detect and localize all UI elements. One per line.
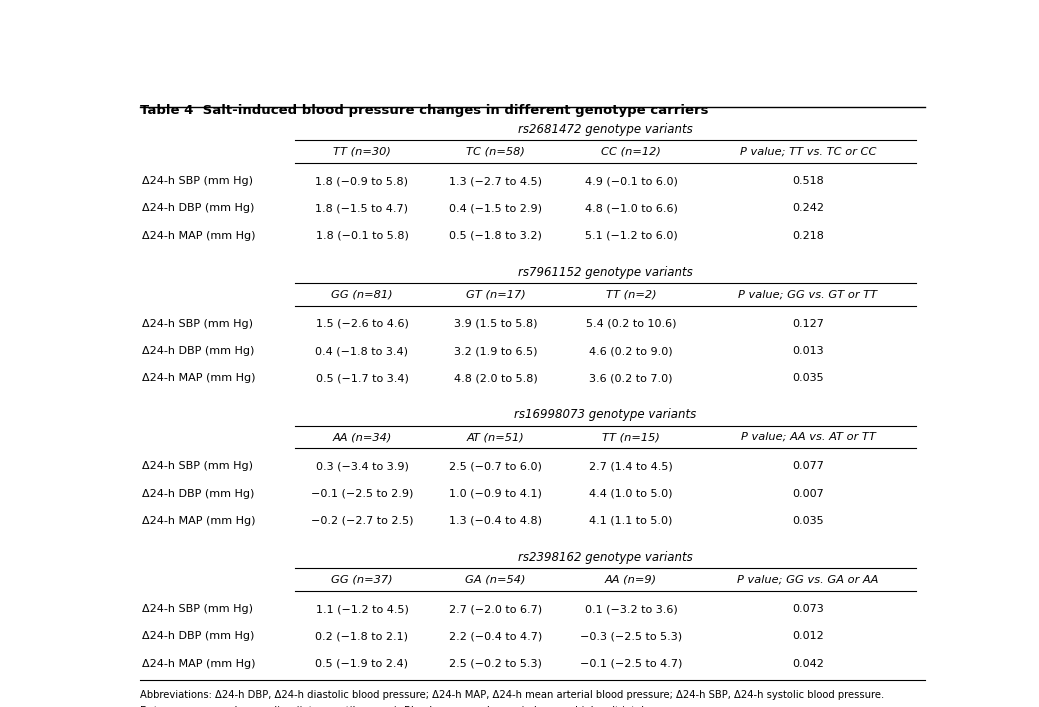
Text: rs16998073 genotype variants: rs16998073 genotype variants: [514, 408, 697, 421]
Text: P value; GG vs. GA or AA: P value; GG vs. GA or AA: [738, 575, 879, 585]
Text: Δ24-h MAP (mm Hg): Δ24-h MAP (mm Hg): [142, 658, 256, 669]
Text: Δ24-h SBP (mm Hg): Δ24-h SBP (mm Hg): [142, 462, 252, 472]
Text: TC (n=58): TC (n=58): [467, 147, 525, 157]
Text: Table 4  Salt-induced blood pressure changes in different genotype carriers: Table 4 Salt-induced blood pressure chan…: [139, 104, 708, 117]
Text: 1.0 (−0.9 to 4.1): 1.0 (−0.9 to 4.1): [449, 489, 542, 498]
Text: GT (n=17): GT (n=17): [465, 289, 526, 300]
Text: P value; AA vs. AT or TT: P value; AA vs. AT or TT: [741, 432, 876, 442]
Text: 0.4 (−1.5 to 2.9): 0.4 (−1.5 to 2.9): [449, 204, 542, 214]
Text: 3.9 (1.5 to 5.8): 3.9 (1.5 to 5.8): [454, 319, 537, 329]
Text: 0.242: 0.242: [792, 204, 824, 214]
Text: rs2398162 genotype variants: rs2398162 genotype variants: [518, 551, 693, 564]
Text: TT (n=15): TT (n=15): [603, 432, 660, 442]
Text: 1.3 (−2.7 to 4.5): 1.3 (−2.7 to 4.5): [449, 176, 542, 186]
Text: TT (n=2): TT (n=2): [606, 289, 657, 300]
Text: AA (n=34): AA (n=34): [332, 432, 392, 442]
Text: 4.4 (1.0 to 5.0): 4.4 (1.0 to 5.0): [589, 489, 673, 498]
Text: 0.1 (−3.2 to 3.6): 0.1 (−3.2 to 3.6): [585, 604, 677, 614]
Text: 2.5 (−0.7 to 6.0): 2.5 (−0.7 to 6.0): [449, 462, 542, 472]
Text: AT (n=51): AT (n=51): [467, 432, 525, 442]
Text: 1.3 (−0.4 to 4.8): 1.3 (−0.4 to 4.8): [449, 516, 542, 526]
Text: Δ24-h DBP (mm Hg): Δ24-h DBP (mm Hg): [142, 631, 255, 641]
Text: 0.518: 0.518: [792, 176, 824, 186]
Text: 4.8 (2.0 to 5.8): 4.8 (2.0 to 5.8): [454, 373, 537, 383]
Text: rs2681472 genotype variants: rs2681472 genotype variants: [518, 123, 693, 136]
Text: GA (n=54): GA (n=54): [465, 575, 526, 585]
Text: Δ24-h MAP (mm Hg): Δ24-h MAP (mm Hg): [142, 373, 256, 383]
Text: rs7961152 genotype variants: rs7961152 genotype variants: [518, 266, 693, 279]
Text: 0.042: 0.042: [792, 658, 824, 669]
Text: −0.3 (−2.5 to 5.3): −0.3 (−2.5 to 5.3): [580, 631, 683, 641]
Text: 0.3 (−3.4 to 3.9): 0.3 (−3.4 to 3.9): [316, 462, 408, 472]
Text: 0.077: 0.077: [792, 462, 824, 472]
Text: 0.4 (−1.8 to 3.4): 0.4 (−1.8 to 3.4): [316, 346, 408, 356]
Text: 4.6 (0.2 to 9.0): 4.6 (0.2 to 9.0): [589, 346, 673, 356]
Text: Δ24-h SBP (mm Hg): Δ24-h SBP (mm Hg): [142, 604, 252, 614]
Text: 0.218: 0.218: [792, 230, 824, 240]
Text: 1.8 (−1.5 to 4.7): 1.8 (−1.5 to 4.7): [316, 204, 408, 214]
Text: P value; TT vs. TC or CC: P value; TT vs. TC or CC: [740, 147, 876, 157]
Text: 0.007: 0.007: [792, 489, 824, 498]
Text: 0.012: 0.012: [792, 631, 824, 641]
Text: 4.9 (−0.1 to 6.0): 4.9 (−0.1 to 6.0): [585, 176, 677, 186]
Text: 3.2 (1.9 to 6.5): 3.2 (1.9 to 6.5): [454, 346, 537, 356]
Text: Abbreviations: Δ24-h DBP, Δ24-h diastolic blood pressure; Δ24-h MAP, Δ24-h mean : Abbreviations: Δ24-h DBP, Δ24-h diastoli…: [139, 689, 884, 700]
Text: Δ24-h SBP (mm Hg): Δ24-h SBP (mm Hg): [142, 176, 252, 186]
Text: Data are expressed as median (interquartile range). Blood pressure change in low: Data are expressed as median (interquart…: [139, 706, 656, 707]
Text: 0.127: 0.127: [792, 319, 824, 329]
Text: 1.8 (−0.1 to 5.8): 1.8 (−0.1 to 5.8): [316, 230, 408, 240]
Text: Δ24-h DBP (mm Hg): Δ24-h DBP (mm Hg): [142, 204, 255, 214]
Text: 1.5 (−2.6 to 4.6): 1.5 (−2.6 to 4.6): [316, 319, 408, 329]
Text: 0.5 (−1.9 to 2.4): 0.5 (−1.9 to 2.4): [316, 658, 408, 669]
Text: 1.1 (−1.2 to 4.5): 1.1 (−1.2 to 4.5): [316, 604, 408, 614]
Text: 0.035: 0.035: [792, 516, 824, 526]
Text: 5.4 (0.2 to 10.6): 5.4 (0.2 to 10.6): [586, 319, 676, 329]
Text: −0.2 (−2.7 to 2.5): −0.2 (−2.7 to 2.5): [311, 516, 414, 526]
Text: Δ24-h MAP (mm Hg): Δ24-h MAP (mm Hg): [142, 516, 256, 526]
Text: CC (n=12): CC (n=12): [602, 147, 661, 157]
Text: 0.073: 0.073: [792, 604, 824, 614]
Text: 2.5 (−0.2 to 5.3): 2.5 (−0.2 to 5.3): [449, 658, 542, 669]
Text: 4.1 (1.1 to 5.0): 4.1 (1.1 to 5.0): [589, 516, 673, 526]
Text: 2.7 (1.4 to 4.5): 2.7 (1.4 to 4.5): [589, 462, 673, 472]
Text: P value; GG vs. GT or TT: P value; GG vs. GT or TT: [739, 289, 878, 300]
Text: 0.035: 0.035: [792, 373, 824, 383]
Text: Δ24-h DBP (mm Hg): Δ24-h DBP (mm Hg): [142, 489, 255, 498]
Text: −0.1 (−2.5 to 2.9): −0.1 (−2.5 to 2.9): [311, 489, 414, 498]
Text: 3.6 (0.2 to 7.0): 3.6 (0.2 to 7.0): [589, 373, 673, 383]
Text: 2.7 (−2.0 to 6.7): 2.7 (−2.0 to 6.7): [449, 604, 542, 614]
Text: 0.5 (−1.8 to 3.2): 0.5 (−1.8 to 3.2): [449, 230, 542, 240]
Text: GG (n=37): GG (n=37): [331, 575, 393, 585]
Text: −0.1 (−2.5 to 4.7): −0.1 (−2.5 to 4.7): [580, 658, 683, 669]
Text: Δ24-h MAP (mm Hg): Δ24-h MAP (mm Hg): [142, 230, 256, 240]
Text: Δ24-h SBP (mm Hg): Δ24-h SBP (mm Hg): [142, 319, 252, 329]
Text: 1.8 (−0.9 to 5.8): 1.8 (−0.9 to 5.8): [316, 176, 408, 186]
Text: 0.5 (−1.7 to 3.4): 0.5 (−1.7 to 3.4): [316, 373, 408, 383]
Text: Δ24-h DBP (mm Hg): Δ24-h DBP (mm Hg): [142, 346, 255, 356]
Text: 0.013: 0.013: [792, 346, 824, 356]
Text: 4.8 (−1.0 to 6.6): 4.8 (−1.0 to 6.6): [585, 204, 677, 214]
Text: 5.1 (−1.2 to 6.0): 5.1 (−1.2 to 6.0): [585, 230, 677, 240]
Text: GG (n=81): GG (n=81): [331, 289, 393, 300]
Text: AA (n=9): AA (n=9): [605, 575, 658, 585]
Text: 0.2 (−1.8 to 2.1): 0.2 (−1.8 to 2.1): [316, 631, 408, 641]
Text: TT (n=30): TT (n=30): [334, 147, 391, 157]
Text: 2.2 (−0.4 to 4.7): 2.2 (−0.4 to 4.7): [449, 631, 542, 641]
